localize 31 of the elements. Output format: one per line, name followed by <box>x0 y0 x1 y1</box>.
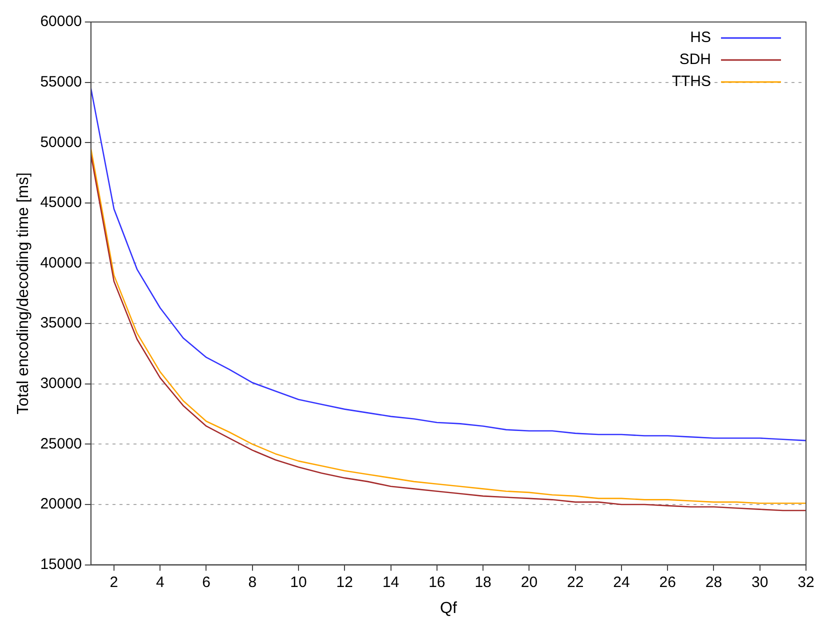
x-tick-label: 16 <box>428 574 446 591</box>
x-tick-label: 6 <box>202 574 210 591</box>
x-tick-label: 4 <box>156 574 164 591</box>
y-tick-label: 15000 <box>40 556 82 573</box>
x-tick-label: 2 <box>110 574 118 591</box>
x-axis-title: Qf <box>440 600 458 617</box>
y-axis-title: Total encoding/decoding time [ms] <box>15 172 32 414</box>
y-tick-label: 25000 <box>40 435 82 452</box>
legend-label: TTHS <box>672 73 711 90</box>
x-tick-label: 12 <box>336 574 353 591</box>
y-tick-label: 50000 <box>40 134 82 151</box>
x-tick-label: 10 <box>290 574 307 591</box>
y-tick-label: 20000 <box>40 496 82 513</box>
x-tick-label: 20 <box>520 574 538 591</box>
legend-label: HS <box>690 29 711 46</box>
x-tick-label: 30 <box>752 574 768 591</box>
x-tick-label: 26 <box>659 574 676 591</box>
y-tick-label: 30000 <box>40 375 82 392</box>
x-tick-label: 28 <box>705 574 722 591</box>
y-tick-label: 60000 <box>40 13 82 30</box>
x-tick-label: 14 <box>382 574 400 591</box>
x-tick-label: 32 <box>798 574 814 591</box>
y-tick-label: 40000 <box>40 254 82 272</box>
x-tick-label: 8 <box>248 574 257 591</box>
y-tick-label: 45000 <box>40 194 82 212</box>
legend-label: SDH <box>679 51 711 68</box>
x-tick-label: 24 <box>613 574 630 591</box>
y-tick-label: 35000 <box>40 314 82 332</box>
y-tick-label: 55000 <box>40 73 82 90</box>
x-tick-label: 22 <box>566 574 584 591</box>
x-tick-label: 18 <box>474 574 492 591</box>
